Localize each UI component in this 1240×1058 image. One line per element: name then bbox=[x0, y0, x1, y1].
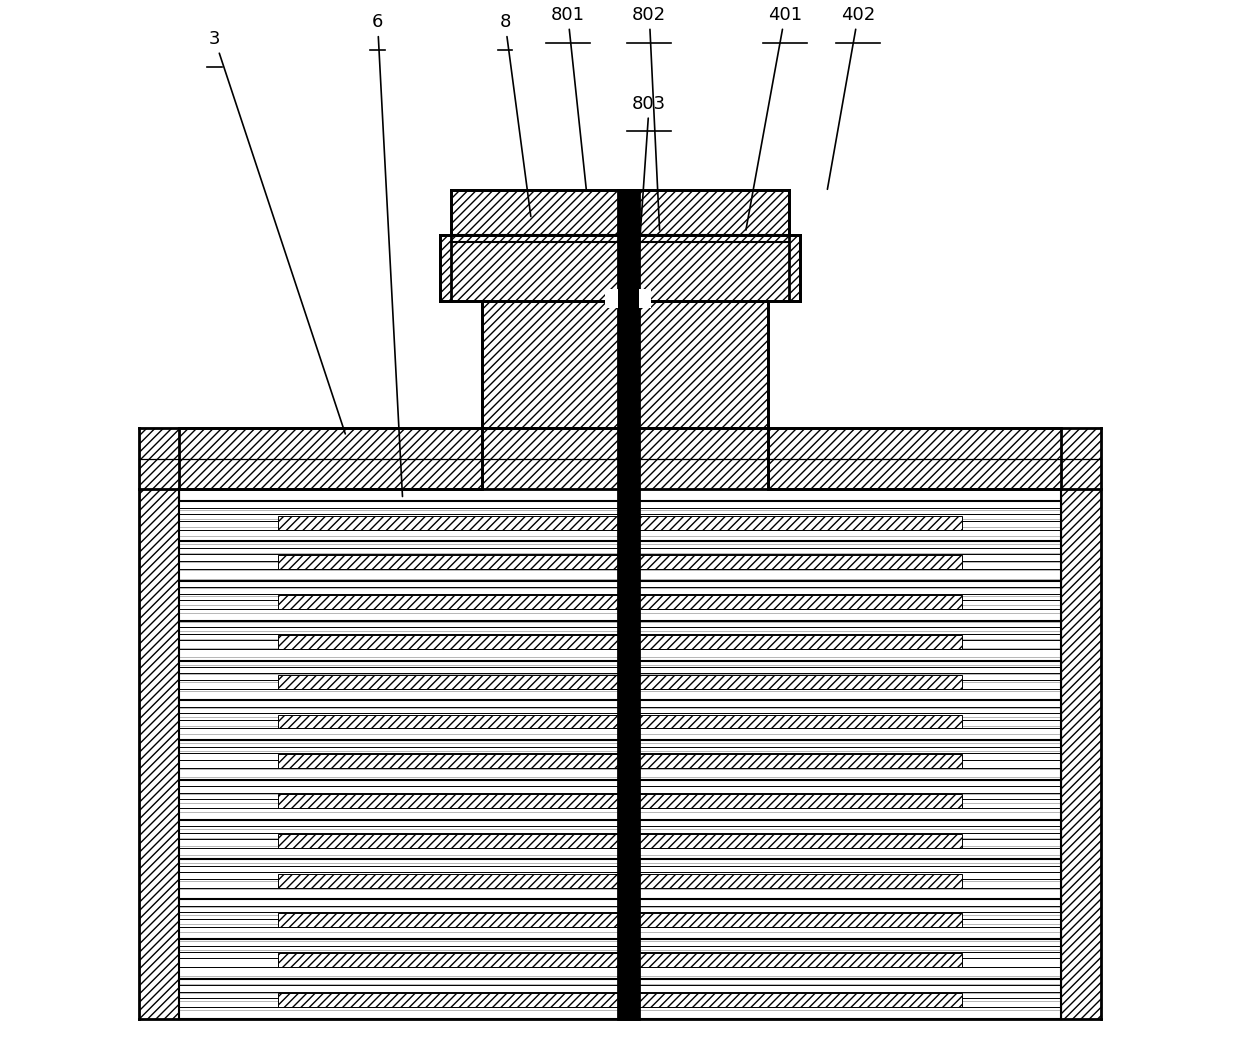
Bar bbox=[450, 190, 629, 242]
Text: 8: 8 bbox=[500, 13, 531, 217]
Bar bbox=[639, 596, 962, 609]
Text: 802: 802 bbox=[632, 5, 666, 230]
Bar bbox=[278, 675, 618, 689]
Text: 801: 801 bbox=[551, 5, 587, 189]
Bar bbox=[639, 635, 962, 649]
Text: 401: 401 bbox=[746, 5, 802, 230]
Bar bbox=[179, 979, 1061, 1019]
Bar bbox=[179, 940, 1061, 979]
Bar bbox=[639, 993, 962, 1007]
Bar bbox=[639, 795, 962, 808]
Bar bbox=[605, 290, 618, 308]
Bar bbox=[629, 235, 800, 300]
Polygon shape bbox=[629, 300, 1061, 489]
Bar bbox=[629, 235, 790, 242]
Bar bbox=[639, 754, 962, 768]
Bar bbox=[179, 899, 1061, 940]
Bar bbox=[278, 834, 618, 847]
Bar bbox=[629, 190, 790, 242]
Bar bbox=[278, 953, 618, 967]
Bar bbox=[618, 190, 639, 1019]
Bar bbox=[278, 555, 618, 569]
Bar bbox=[278, 515, 618, 529]
Bar bbox=[639, 515, 962, 529]
Bar bbox=[179, 660, 1061, 700]
Bar bbox=[639, 913, 962, 928]
Bar bbox=[639, 834, 962, 847]
Bar bbox=[278, 714, 618, 729]
Bar bbox=[179, 780, 1061, 820]
Bar bbox=[179, 741, 1061, 780]
Bar bbox=[179, 541, 1061, 581]
Bar bbox=[639, 714, 962, 729]
Bar bbox=[639, 874, 962, 888]
Bar bbox=[278, 635, 618, 649]
Bar bbox=[179, 700, 1061, 741]
Bar bbox=[139, 428, 1101, 1019]
Bar bbox=[639, 675, 962, 689]
Bar bbox=[1061, 428, 1101, 1019]
Polygon shape bbox=[179, 300, 629, 489]
Bar bbox=[278, 754, 618, 768]
Bar bbox=[278, 795, 618, 808]
Bar bbox=[639, 953, 962, 967]
Bar bbox=[639, 290, 651, 308]
Text: 6: 6 bbox=[372, 13, 403, 496]
Text: 3: 3 bbox=[208, 30, 345, 434]
Bar bbox=[179, 621, 1061, 660]
Bar bbox=[179, 859, 1061, 899]
Text: 402: 402 bbox=[827, 5, 875, 189]
Bar bbox=[139, 428, 179, 1019]
Bar bbox=[450, 235, 629, 242]
Bar bbox=[278, 993, 618, 1007]
Text: 803: 803 bbox=[631, 94, 666, 358]
Bar bbox=[278, 874, 618, 888]
Bar bbox=[139, 428, 1101, 489]
Bar bbox=[179, 501, 1061, 541]
Bar bbox=[179, 820, 1061, 859]
Bar bbox=[179, 581, 1061, 621]
Bar bbox=[639, 555, 962, 569]
Bar bbox=[440, 235, 629, 300]
Bar bbox=[278, 596, 618, 609]
Bar bbox=[278, 913, 618, 928]
